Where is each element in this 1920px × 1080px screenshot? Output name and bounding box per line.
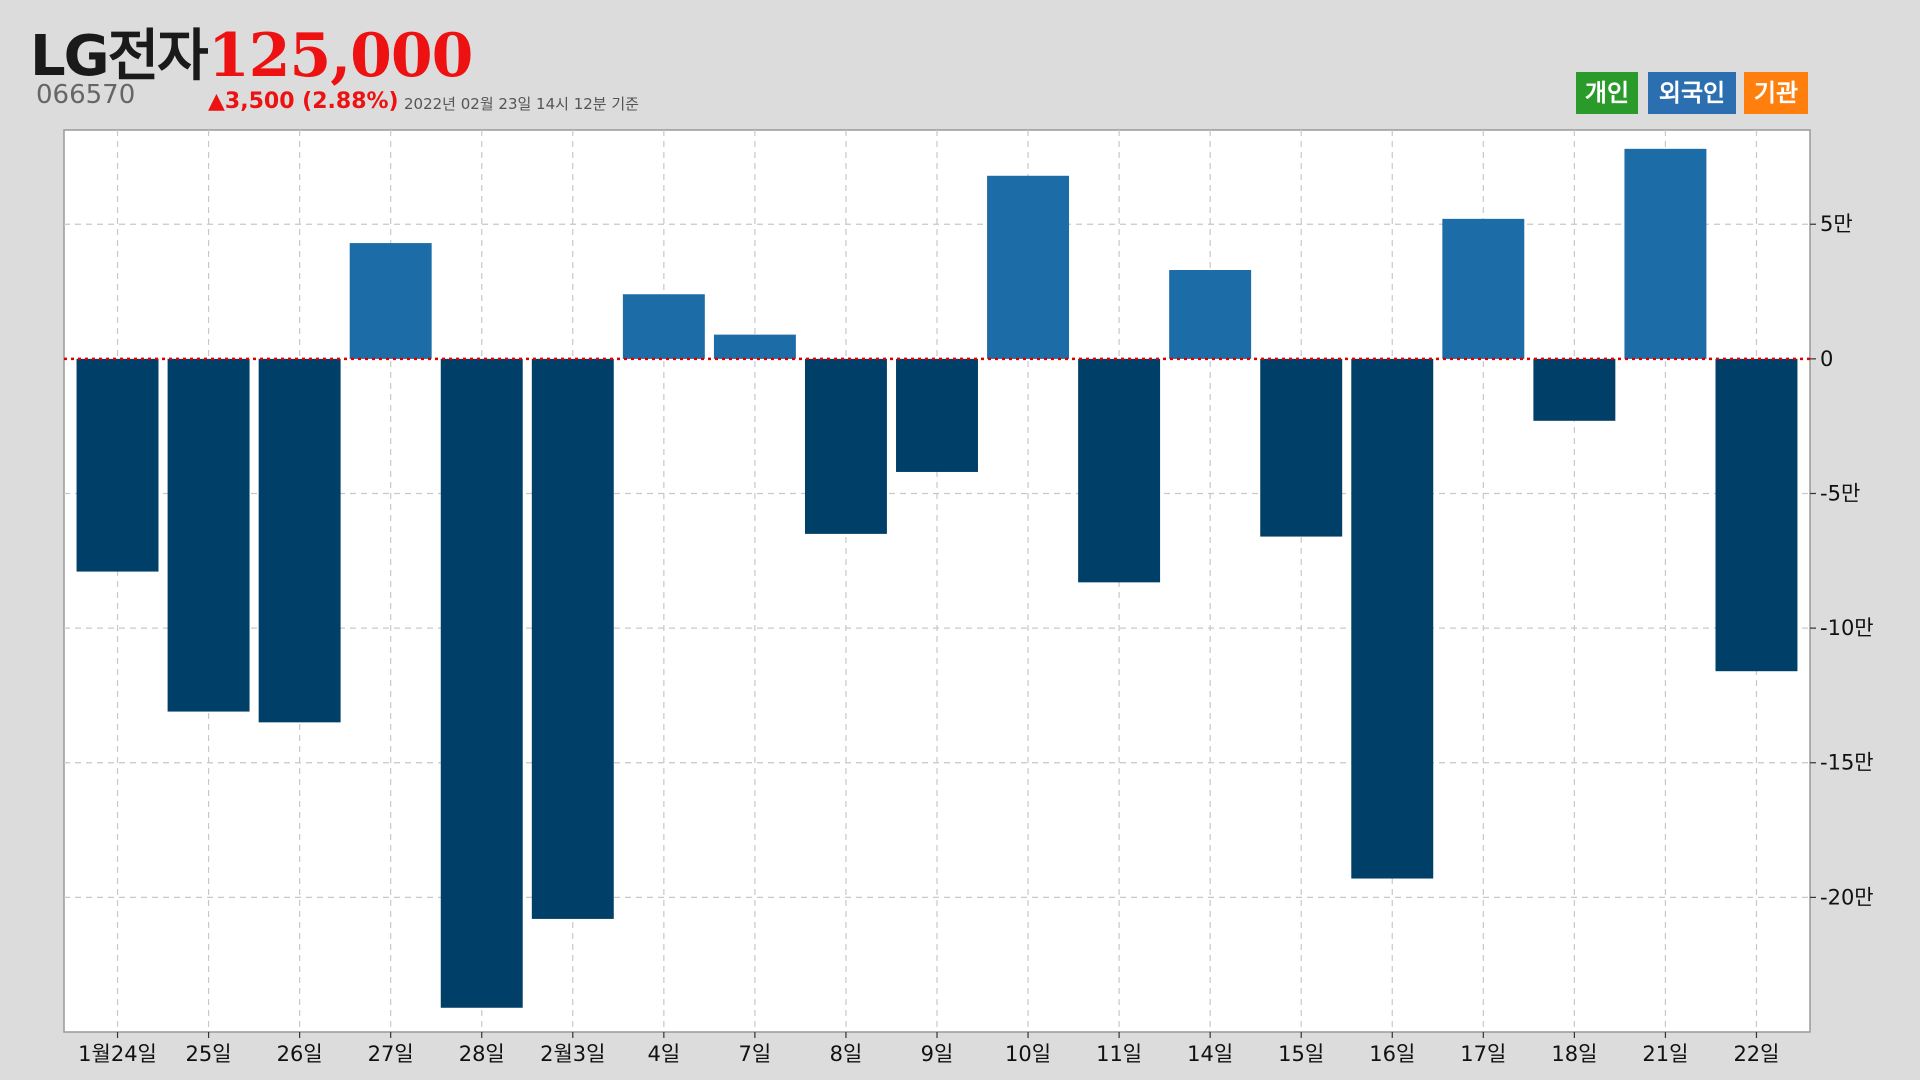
- bar: [167, 358, 250, 712]
- y-tick-label: -15만: [1820, 751, 1874, 775]
- y-tick-label: 5만: [1820, 212, 1853, 236]
- bar: [987, 175, 1070, 359]
- bar: [713, 334, 796, 359]
- bar: [896, 358, 978, 472]
- x-tick-label: 2월3일: [540, 1042, 605, 1066]
- x-tick-label: 17일: [1460, 1042, 1506, 1066]
- y-tick-label: -20만: [1820, 885, 1874, 909]
- x-tick-label: 8일: [830, 1042, 863, 1066]
- bar: [1624, 148, 1707, 359]
- ticker-code: 066570: [36, 80, 136, 110]
- bar: [1260, 358, 1343, 537]
- legend-institution-button[interactable]: 기관: [1744, 72, 1808, 114]
- x-tick-label: 14일: [1187, 1042, 1233, 1066]
- x-tick-label: 11일: [1096, 1042, 1142, 1066]
- x-tick-label: 10일: [1005, 1042, 1051, 1066]
- x-tick-label: 16일: [1369, 1042, 1415, 1066]
- x-tick-label: 15일: [1278, 1042, 1324, 1066]
- x-tick-label: 9일: [921, 1042, 954, 1066]
- x-tick-label: 21일: [1642, 1042, 1688, 1066]
- bar: [349, 243, 432, 359]
- bar: [258, 358, 341, 723]
- legend-individual-button[interactable]: 개인: [1576, 72, 1638, 114]
- timestamp: 2022년 02월 23일 14시 12분 기준: [404, 95, 639, 113]
- company-name: LG전자: [30, 24, 209, 89]
- bar: [804, 358, 887, 534]
- legend-foreign-button[interactable]: 외국인: [1648, 72, 1736, 114]
- bar: [1715, 358, 1798, 672]
- current-price: 125,000: [208, 21, 473, 91]
- x-tick-label: 26일: [277, 1042, 323, 1066]
- bar: [622, 294, 705, 359]
- x-tick-label: 18일: [1551, 1042, 1597, 1066]
- bar: [76, 358, 159, 572]
- bar: [1442, 218, 1525, 359]
- stock-header: LG전자 125,000 066570 ▲3,500 (2.88%) 2022년…: [0, 0, 1920, 128]
- y-tick-label: -5만: [1820, 481, 1860, 505]
- price-change: ▲3,500 (2.88%): [208, 89, 399, 114]
- bar: [1351, 358, 1434, 879]
- x-tick-label: 25일: [186, 1042, 232, 1066]
- x-axis: 1월24일 25일 26일 27일 28일 2월3일 4일 7일 8일 9일 10일 11일 14일 15…: [78, 1032, 1779, 1066]
- x-tick-label: 7일: [739, 1042, 772, 1066]
- x-tick-label: 27일: [368, 1042, 414, 1066]
- bar: [1169, 270, 1252, 359]
- x-tick-label: 4일: [647, 1042, 680, 1066]
- bar: [1533, 358, 1616, 421]
- bar: [531, 358, 614, 919]
- y-axis: 5만 0 -5만 -10만 -15만 -20만: [1810, 212, 1874, 909]
- x-tick-label: 22일: [1733, 1042, 1779, 1066]
- x-tick-label: 1월24일: [78, 1042, 157, 1066]
- bar: [440, 358, 523, 1008]
- bars: [76, 148, 1798, 1008]
- y-tick-label: 0: [1820, 347, 1833, 371]
- bar: [1078, 358, 1161, 583]
- y-tick-label: -10만: [1820, 616, 1874, 640]
- x-tick-label: 28일: [459, 1042, 505, 1066]
